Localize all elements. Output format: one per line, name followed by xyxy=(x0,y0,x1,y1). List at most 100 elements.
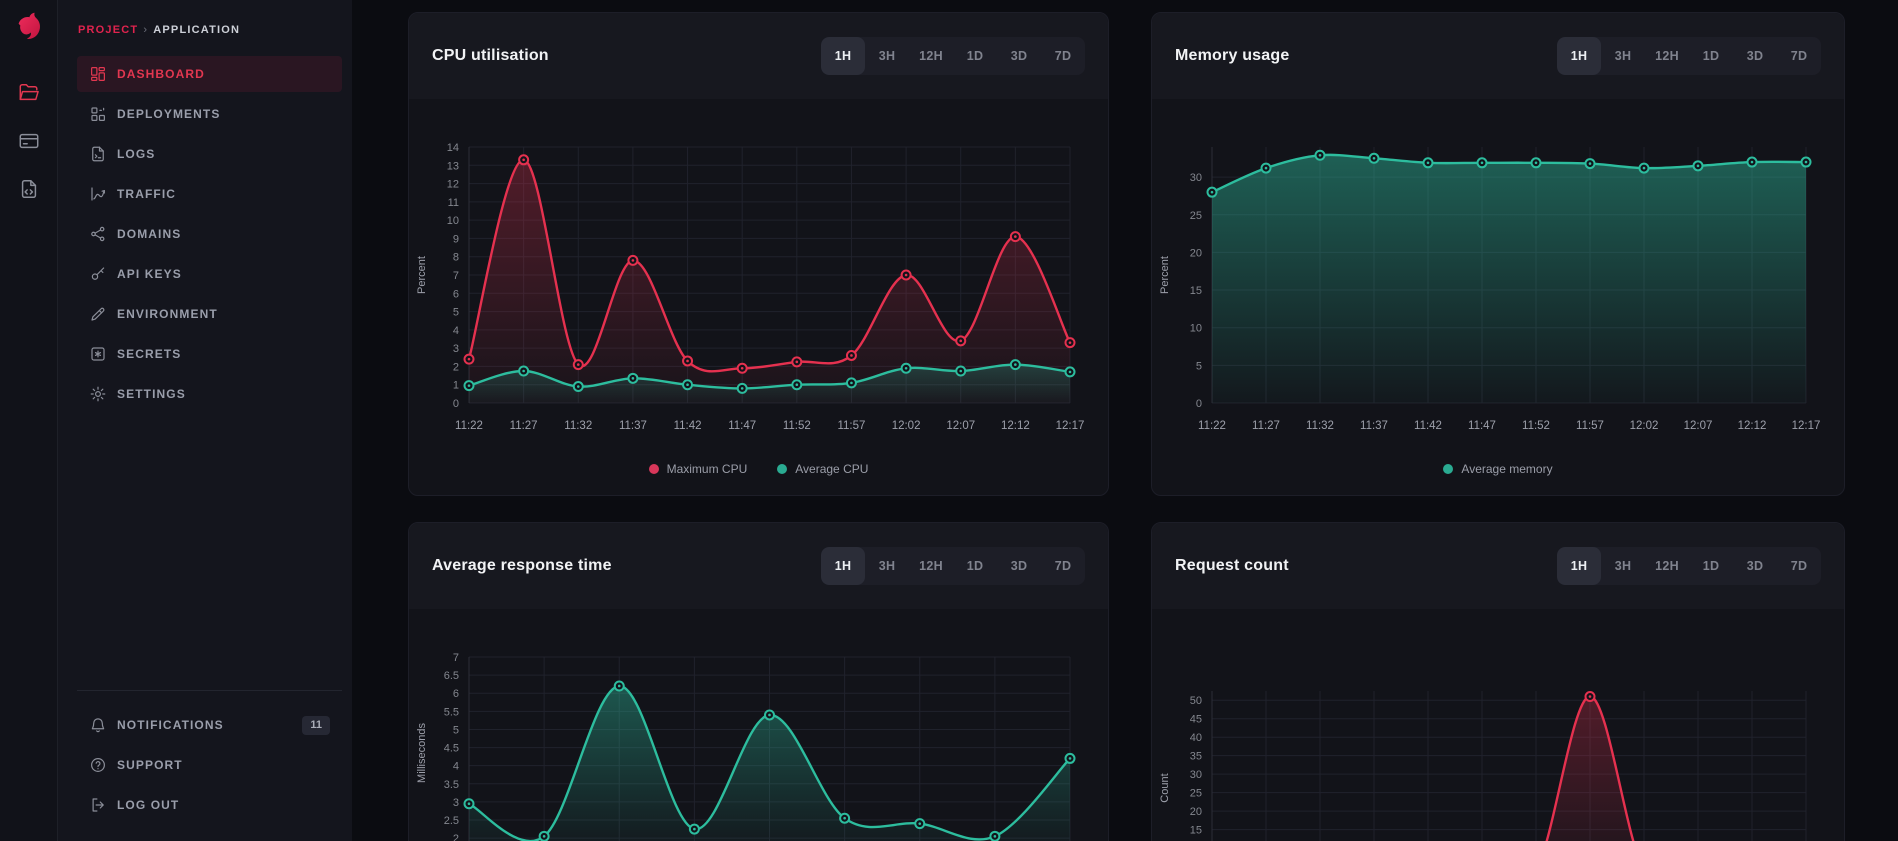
legend-item-average-memory: Average memory xyxy=(1443,462,1553,476)
card-title-memory: Memory usage xyxy=(1175,47,1290,64)
svg-text:Percent: Percent xyxy=(1159,256,1171,294)
sidebar-item-deployments[interactable]: DEPLOYMENTS xyxy=(77,96,342,132)
svg-text:0: 0 xyxy=(453,398,459,410)
svg-text:11:47: 11:47 xyxy=(1468,420,1496,432)
range-1d[interactable]: 1D xyxy=(953,37,997,75)
range-7d[interactable]: 7D xyxy=(1777,547,1821,585)
range-12h[interactable]: 12H xyxy=(1645,37,1689,75)
legend-label: Maximum CPU xyxy=(666,462,748,476)
breadcrumb-project[interactable]: PROJECT xyxy=(78,24,139,36)
range-1h[interactable]: 1H xyxy=(821,547,865,585)
svg-text:11:42: 11:42 xyxy=(674,420,702,432)
legend-item-maximum-cpu: Maximum CPU xyxy=(648,462,748,476)
memory-chart: 0 5 10 15 20 25 30 11:22 11:27 11:32 11:37 11:42 11:… xyxy=(1152,133,1844,452)
sidebar-item-environment[interactable]: ENVIRONMENT xyxy=(77,296,342,332)
range-3d[interactable]: 3D xyxy=(997,547,1041,585)
svg-text:20: 20 xyxy=(1190,806,1202,818)
file-code-icon[interactable] xyxy=(18,178,40,200)
range-3h[interactable]: 3H xyxy=(1601,547,1645,585)
svg-text:5.5: 5.5 xyxy=(444,706,459,718)
svg-text:12:02: 12:02 xyxy=(892,420,921,432)
range-1d[interactable]: 1D xyxy=(1689,37,1733,75)
credit-card-icon[interactable] xyxy=(18,130,40,152)
svg-text:11:57: 11:57 xyxy=(1576,420,1604,432)
svg-text:25: 25 xyxy=(1190,788,1202,800)
sidebar-item-dashboard[interactable]: DASHBOARD xyxy=(77,56,342,92)
range-1h[interactable]: 1H xyxy=(821,37,865,75)
sidebar-item-label: DASHBOARD xyxy=(117,67,205,81)
svg-text:Count: Count xyxy=(1159,773,1171,802)
sidebar-item-settings[interactable]: SETTINGS xyxy=(77,376,342,412)
svg-text:11:47: 11:47 xyxy=(728,420,756,432)
svg-text:Milliseconds: Milliseconds xyxy=(416,723,428,783)
range-7d[interactable]: 7D xyxy=(1041,547,1085,585)
memory-usage-card: Memory usage 1H 3H 12H 1D 3D 7D 0 5 10 15 20… xyxy=(1151,12,1845,496)
svg-text:11: 11 xyxy=(448,197,459,209)
svg-text:20: 20 xyxy=(1190,247,1202,259)
sidebar-item-logout[interactable]: LOG OUT xyxy=(77,787,342,823)
cpu-legend: Maximum CPU Average CPU xyxy=(409,462,1108,476)
range-3h[interactable]: 3H xyxy=(865,547,909,585)
sidebar-item-support[interactable]: SUPPORT xyxy=(77,747,342,783)
card-title-requests: Request count xyxy=(1175,557,1289,574)
svg-text:12:02: 12:02 xyxy=(1630,420,1659,432)
gear-icon xyxy=(90,386,106,402)
sidebar-item-notifications[interactable]: NOTIFICATIONS 11 xyxy=(77,707,342,743)
sidebar-item-domains[interactable]: DOMAINS xyxy=(77,216,342,252)
svg-text:3.5: 3.5 xyxy=(444,779,459,791)
legend-dot-teal xyxy=(1443,464,1454,474)
nest-logo[interactable] xyxy=(13,10,45,42)
svg-text:12:12: 12:12 xyxy=(1001,420,1030,432)
svg-text:6: 6 xyxy=(453,288,459,300)
sidebar-item-label: SECRETS xyxy=(117,347,182,361)
svg-text:12:12: 12:12 xyxy=(1738,420,1767,432)
sidebar: PROJECT › APPLICATION DASHBOARD DEPLOYMENT… xyxy=(58,0,352,841)
memory-legend: Average memory xyxy=(1152,462,1844,476)
range-7d[interactable]: 7D xyxy=(1041,37,1085,75)
time-range-group: 1H 3H 12H 1D 3D 7D xyxy=(821,37,1085,75)
range-7d[interactable]: 7D xyxy=(1777,37,1821,75)
range-12h[interactable]: 12H xyxy=(909,547,953,585)
breadcrumb-separator: › xyxy=(143,24,149,36)
deployments-icon xyxy=(91,107,105,121)
range-3h[interactable]: 3H xyxy=(1601,37,1645,75)
range-3d[interactable]: 3D xyxy=(997,37,1041,75)
svg-text:8: 8 xyxy=(453,252,459,264)
svg-text:4: 4 xyxy=(453,325,459,337)
svg-text:10: 10 xyxy=(447,215,459,227)
legend-dot-red xyxy=(648,464,659,474)
key-icon xyxy=(91,267,105,280)
range-3d[interactable]: 3D xyxy=(1733,37,1777,75)
sidebar-item-secrets[interactable]: SECRETS xyxy=(77,336,342,372)
range-1d[interactable]: 1D xyxy=(1689,547,1733,585)
range-3h[interactable]: 3H xyxy=(865,37,909,75)
range-12h[interactable]: 12H xyxy=(1645,547,1689,585)
cpu-chart: 0 1 2 3 4 5 6 7 8 9 10 11 12 13 14 11:22 11:27 11:32 11:37… xyxy=(409,133,1108,452)
svg-text:15: 15 xyxy=(1190,825,1202,837)
time-range-group: 1H 3H 12H 1D 3D 7D xyxy=(1557,547,1821,585)
sidebar-item-label: ENVIRONMENT xyxy=(117,307,218,321)
range-1d[interactable]: 1D xyxy=(953,547,997,585)
svg-text:11:37: 11:37 xyxy=(1360,420,1388,432)
range-1h[interactable]: 1H xyxy=(1557,37,1601,75)
svg-text:2: 2 xyxy=(453,833,459,841)
legend-label: Average CPU xyxy=(795,462,869,476)
breadcrumb-application[interactable]: APPLICATION xyxy=(153,24,241,36)
svg-text:0: 0 xyxy=(1196,398,1202,410)
svg-text:11:37: 11:37 xyxy=(619,420,647,432)
svg-text:11:27: 11:27 xyxy=(1252,420,1280,432)
svg-text:35: 35 xyxy=(1190,751,1202,763)
range-12h[interactable]: 12H xyxy=(909,37,953,75)
range-1h[interactable]: 1H xyxy=(1557,547,1601,585)
range-3d[interactable]: 3D xyxy=(1733,547,1777,585)
folder-open-icon[interactable] xyxy=(18,82,40,104)
sidebar-item-api-keys[interactable]: API KEYS xyxy=(77,256,342,292)
svg-text:11:32: 11:32 xyxy=(564,420,592,432)
sidebar-item-logs[interactable]: LOGS xyxy=(77,136,342,172)
svg-text:5: 5 xyxy=(453,724,459,736)
sidebar-item-traffic[interactable]: TRAFFIC xyxy=(77,176,342,212)
sidebar-divider xyxy=(77,690,342,691)
sidebar-item-label: SUPPORT xyxy=(117,758,183,772)
svg-text:50: 50 xyxy=(1190,695,1202,707)
svg-text:6.5: 6.5 xyxy=(444,670,459,682)
